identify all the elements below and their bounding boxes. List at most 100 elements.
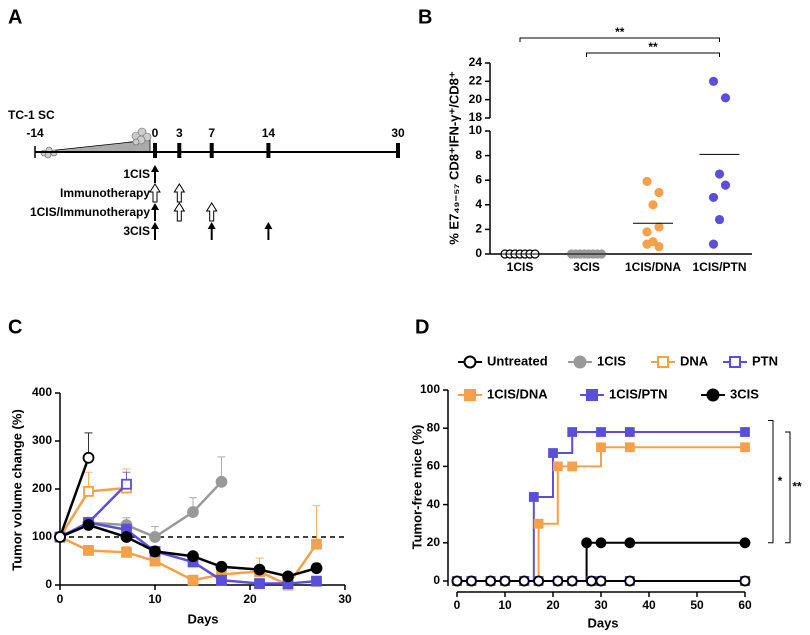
marker (714, 169, 725, 179)
marker (657, 356, 669, 368)
arrow-head (151, 203, 159, 210)
x-tick-label: 60 (738, 598, 752, 612)
marker (739, 575, 751, 587)
marker (567, 461, 578, 472)
legend-label: Untreated (487, 353, 548, 368)
series-line (457, 541, 745, 582)
marker (485, 575, 497, 587)
marker (586, 575, 597, 587)
marker (706, 388, 720, 402)
y-tick-label: 40 (427, 497, 441, 511)
marker (552, 575, 564, 587)
marker (187, 506, 199, 518)
marker (311, 575, 322, 587)
legend-label: 1CIS/DNA (487, 386, 548, 401)
marker (624, 575, 636, 587)
marker (596, 427, 606, 437)
marker (187, 550, 199, 563)
marker (149, 545, 161, 558)
y-tick-label: 300 (32, 433, 52, 447)
y-tick-label: 6 (475, 172, 482, 186)
x-tick-label: 30 (594, 598, 608, 612)
marker (528, 492, 539, 502)
marker (121, 478, 132, 490)
y-tick-label: 24 (469, 55, 483, 69)
x-tick-label: 1CIS/PTN (692, 260, 746, 274)
open-arrow (205, 202, 218, 222)
x-tick-label: 3CIS (573, 260, 600, 274)
marker (729, 356, 741, 368)
marker (720, 180, 731, 190)
panel-label: A (8, 6, 22, 28)
marker (581, 537, 592, 549)
marker (624, 442, 635, 453)
significance-label: * (778, 474, 783, 488)
marker (624, 537, 636, 549)
marker (720, 93, 731, 103)
marker (708, 76, 719, 86)
marker (654, 242, 664, 252)
tumor-icon (40, 127, 152, 159)
y-tick-label: 0 (433, 573, 440, 587)
marker (82, 451, 95, 464)
row-label: 3CIS (123, 224, 150, 238)
open-arrow (173, 202, 186, 222)
y-tick-label: 18 (469, 110, 483, 124)
series-line (457, 446, 745, 582)
y-axis-label: % E7₄₉₋₅₇ CD8⁺IFN-γ⁺/CD8⁺ (446, 71, 461, 245)
marker (82, 519, 95, 531)
arrow-head (264, 222, 273, 229)
y-tick-label: 0 (475, 246, 482, 260)
marker (642, 227, 652, 237)
marker (254, 578, 265, 589)
x-tick-label: 1CIS (507, 260, 534, 274)
marker (552, 461, 563, 472)
marker (463, 355, 477, 369)
marker (149, 531, 161, 543)
significance-label: ** (792, 480, 802, 494)
marker (518, 575, 530, 587)
marker (654, 222, 664, 232)
marker (121, 546, 132, 558)
marker (648, 200, 658, 210)
y-tick-label: 100 (32, 529, 52, 543)
marker (533, 518, 544, 529)
y-tick-label: 400 (32, 385, 52, 399)
marker (595, 537, 607, 549)
significance-bracket (785, 431, 791, 544)
marker (624, 427, 635, 437)
row-label: 1CIS/Immunotherapy (30, 205, 150, 219)
open-arrow (149, 183, 161, 203)
x-axis-label: Days (587, 615, 618, 630)
marker (83, 545, 94, 556)
marker (215, 475, 228, 488)
panel-label: B (418, 6, 432, 28)
marker (310, 562, 323, 575)
marker (642, 239, 652, 249)
timeline-title: TC-1 SC (8, 108, 55, 122)
marker (567, 427, 578, 437)
significance-bracket (586, 52, 720, 57)
marker (740, 442, 750, 453)
x-tick-label: 0 (454, 598, 461, 612)
marker (739, 537, 751, 549)
timeline-tick-label: 3 (176, 126, 183, 140)
marker (499, 575, 511, 587)
y-tick-label: 200 (32, 481, 52, 495)
y-tick-label: 4 (475, 197, 482, 211)
marker (54, 531, 66, 543)
legend-label: 1CIS/PTN (609, 386, 668, 401)
legend-label: DNA (680, 353, 709, 368)
significance-bracket (768, 420, 774, 544)
marker (714, 214, 725, 225)
timeline-tick-label: -14 (26, 126, 44, 140)
marker (586, 389, 598, 401)
significance-label: ** (615, 25, 625, 39)
significance-bracket (519, 37, 720, 42)
marker (566, 575, 578, 587)
marker (533, 575, 544, 587)
y-tick-label: 80 (427, 420, 441, 434)
arrow-head (151, 165, 159, 172)
y-axis-label: Tumor volume change (%) (9, 409, 24, 571)
arrow-head (207, 222, 216, 229)
